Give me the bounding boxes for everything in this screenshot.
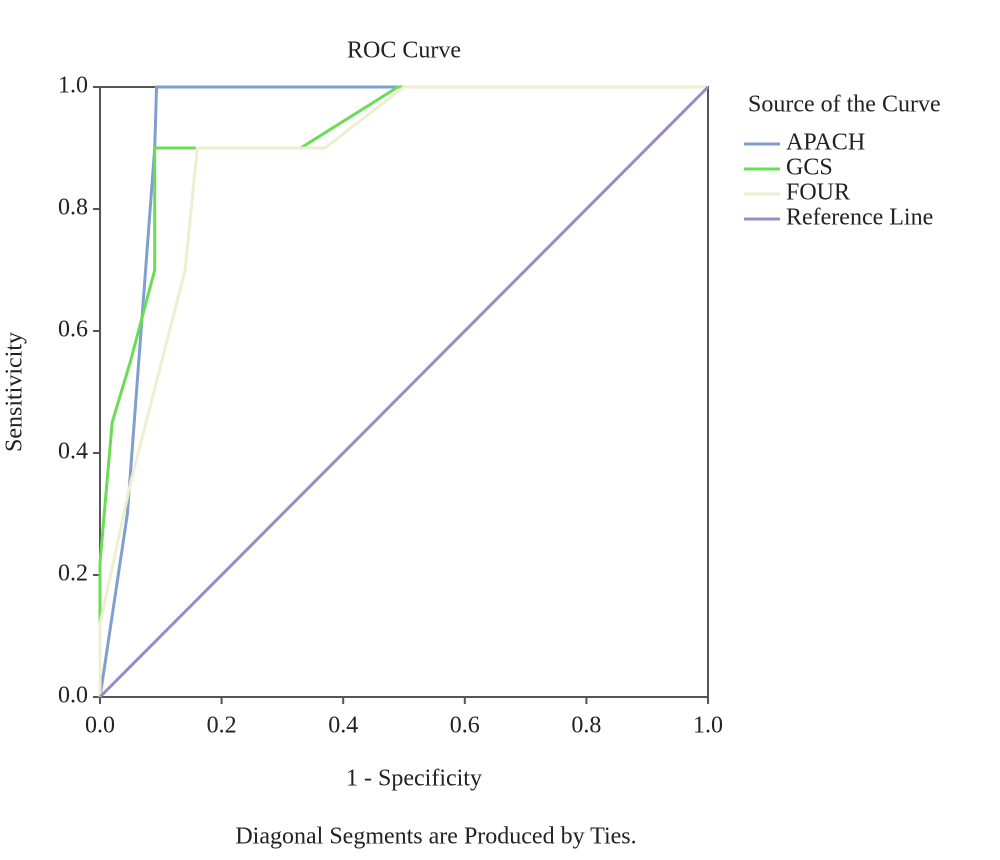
y-tick-label: 0.2	[58, 561, 88, 587]
x-tick-label: 0.4	[328, 713, 358, 739]
y-tick-label: 0.6	[58, 317, 88, 343]
curve	[98, 85, 708, 697]
footnote: Diagonal Segments are Produced by Ties.	[235, 824, 636, 850]
curve	[98, 85, 708, 697]
legend-label: GCS	[786, 155, 833, 181]
legend-title: Source of the Curve	[748, 92, 941, 118]
y-axis-label: Sensitivicity	[2, 332, 28, 452]
x-tick-label: 0.2	[207, 713, 237, 739]
y-tick-label: 1.0	[58, 73, 88, 99]
y-tick-label: 0.4	[58, 439, 88, 465]
x-axis-label: 1 - Specificity	[346, 766, 482, 792]
legend-label: APACH	[786, 130, 865, 156]
y-tick-label: 0.0	[58, 683, 88, 709]
y-tick-label: 0.8	[58, 195, 88, 221]
x-tick-label: 0.0	[85, 713, 115, 739]
legend-label: FOUR	[786, 180, 850, 206]
x-tick-label: 1.0	[693, 713, 723, 739]
chart-title: ROC Curve	[347, 38, 461, 64]
curve	[98, 85, 710, 699]
legend-label: Reference Line	[786, 205, 933, 231]
x-tick-label: 0.8	[571, 713, 601, 739]
x-tick-label: 0.6	[450, 713, 480, 739]
